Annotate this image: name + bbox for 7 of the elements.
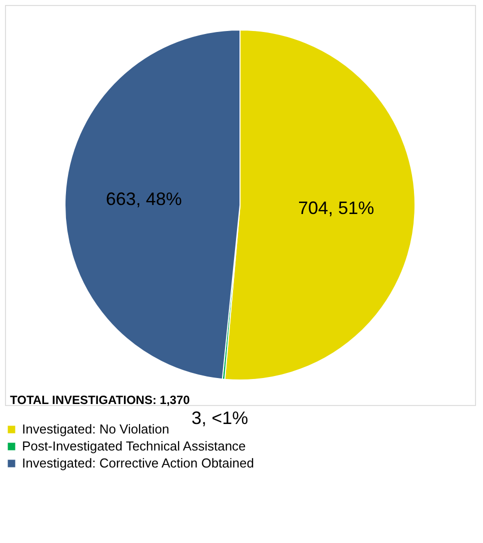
data-label: 704, 51%: [298, 198, 374, 218]
legend-label: Investigated: Corrective Action Obtained: [22, 456, 254, 470]
data-label: 3, <1%: [192, 408, 248, 428]
legend-label: Post-Investigated Technical Assistance: [22, 438, 246, 454]
data-label: 663, 48%: [106, 189, 182, 210]
text: TOTAL INVESTIGATIONS: 1,370: [10, 393, 190, 407]
legend-label: Investigated: No Violation: [22, 422, 170, 436]
